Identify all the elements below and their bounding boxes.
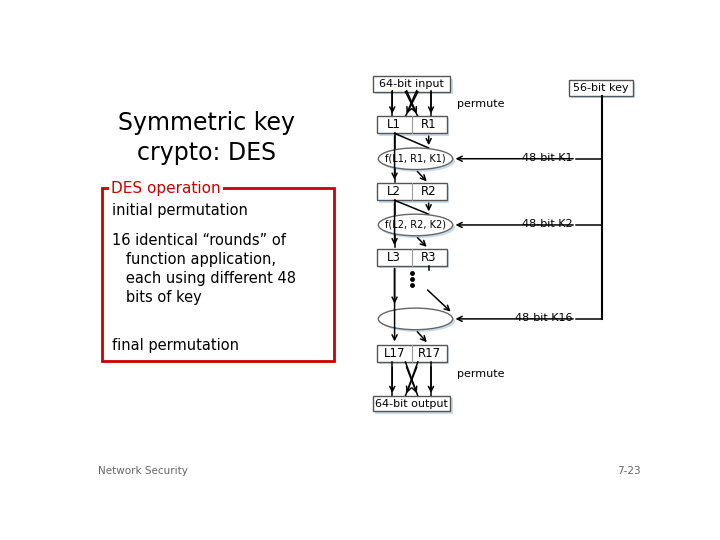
Text: 56-bit key: 56-bit key xyxy=(573,83,629,93)
Text: 48-bit K2: 48-bit K2 xyxy=(522,219,573,229)
FancyBboxPatch shape xyxy=(379,119,449,136)
Text: L3: L3 xyxy=(387,251,401,264)
FancyBboxPatch shape xyxy=(375,79,453,94)
Text: L2: L2 xyxy=(387,185,401,198)
Text: R1: R1 xyxy=(421,118,437,131)
Text: Network Security: Network Security xyxy=(98,466,188,476)
Text: 16 identical “rounds” of
   function application,
   each using different 48
   : 16 identical “rounds” of function applic… xyxy=(112,233,296,305)
FancyBboxPatch shape xyxy=(379,251,449,268)
Text: 48-bit K16: 48-bit K16 xyxy=(516,313,573,323)
FancyBboxPatch shape xyxy=(102,188,334,361)
Ellipse shape xyxy=(378,148,453,170)
Text: permute: permute xyxy=(456,369,504,379)
FancyBboxPatch shape xyxy=(377,184,446,200)
Text: 64-bit output: 64-bit output xyxy=(375,399,448,409)
Text: final permutation: final permutation xyxy=(112,338,239,353)
Text: initial permutation: initial permutation xyxy=(112,204,248,218)
FancyBboxPatch shape xyxy=(375,398,453,414)
Text: DES operation: DES operation xyxy=(111,180,220,195)
FancyBboxPatch shape xyxy=(373,396,451,411)
Text: f(L1, R1, K1): f(L1, R1, K1) xyxy=(385,154,446,164)
Text: f(L2, R2, K2): f(L2, R2, K2) xyxy=(385,220,446,230)
FancyBboxPatch shape xyxy=(571,83,635,98)
Text: R3: R3 xyxy=(421,251,437,264)
FancyBboxPatch shape xyxy=(379,347,449,365)
FancyBboxPatch shape xyxy=(377,249,446,266)
FancyBboxPatch shape xyxy=(377,345,446,362)
Text: L17: L17 xyxy=(384,347,405,360)
Text: Symmetric key
crypto: DES: Symmetric key crypto: DES xyxy=(118,111,294,165)
Text: 7-23: 7-23 xyxy=(616,466,640,476)
FancyBboxPatch shape xyxy=(569,80,632,96)
Ellipse shape xyxy=(378,308,453,330)
Ellipse shape xyxy=(381,310,455,332)
Text: R2: R2 xyxy=(421,185,437,198)
Ellipse shape xyxy=(378,214,453,236)
Text: 64-bit input: 64-bit input xyxy=(379,79,444,89)
Text: L1: L1 xyxy=(387,118,401,131)
FancyBboxPatch shape xyxy=(379,186,449,202)
FancyBboxPatch shape xyxy=(377,117,446,133)
Ellipse shape xyxy=(381,150,455,172)
Text: R17: R17 xyxy=(418,347,441,360)
Text: permute: permute xyxy=(456,99,504,109)
Text: 48-bit K1: 48-bit K1 xyxy=(522,153,573,163)
FancyBboxPatch shape xyxy=(373,76,451,92)
Ellipse shape xyxy=(381,217,455,238)
